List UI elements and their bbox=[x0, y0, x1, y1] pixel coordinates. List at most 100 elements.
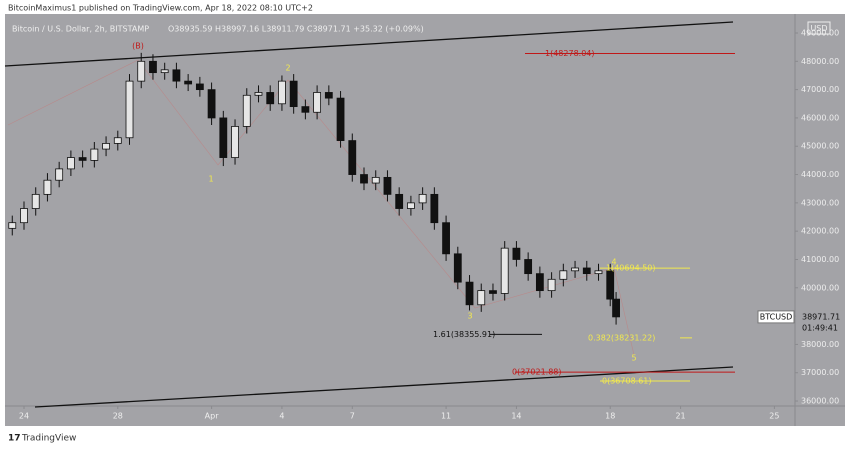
candle-body bbox=[524, 259, 533, 275]
channel-upper bbox=[4, 21, 734, 67]
wave-label: 5 bbox=[631, 354, 636, 363]
wave-label: 3 bbox=[467, 312, 472, 321]
candle-body bbox=[442, 222, 450, 255]
candle-body bbox=[172, 69, 181, 82]
candle-body bbox=[559, 270, 568, 280]
candle-body bbox=[336, 97, 345, 141]
candle-body bbox=[477, 290, 486, 306]
footer-brand: TradingView bbox=[21, 434, 76, 444]
y-tick-label: 45000.00 bbox=[801, 142, 839, 151]
x-tick-label: 14 bbox=[511, 412, 521, 421]
y-tick-label: 46000.00 bbox=[801, 113, 839, 122]
candle-body bbox=[254, 92, 263, 96]
fib-label: 0(37021.88) bbox=[512, 368, 562, 377]
candle-body bbox=[418, 193, 427, 204]
x-tick-label: Apr bbox=[205, 412, 220, 421]
wave-label: 4 bbox=[611, 258, 616, 267]
footer-logo: 17 TradingView bbox=[8, 434, 76, 444]
candle-body bbox=[20, 208, 28, 224]
price-tag-box bbox=[796, 310, 844, 335]
wave-label: (B) bbox=[132, 42, 144, 51]
candle-body bbox=[606, 270, 615, 300]
candle-body bbox=[430, 193, 439, 224]
candle-body bbox=[348, 140, 357, 175]
y-tick-label: 38000.00 bbox=[801, 340, 839, 349]
wave-label: 1 bbox=[208, 175, 213, 184]
x-tick-label: 25 bbox=[769, 412, 779, 421]
x-tick-label: 24 bbox=[19, 412, 29, 421]
candle-body bbox=[301, 106, 310, 113]
candle-body bbox=[137, 60, 146, 82]
fib-label: 1(40694.50) bbox=[606, 264, 656, 273]
candle-body bbox=[289, 80, 298, 108]
y-tick-label: 44000.00 bbox=[801, 170, 839, 179]
y-tick-label: 43000.00 bbox=[801, 198, 839, 207]
wave-label: 2 bbox=[285, 64, 290, 73]
candle-body bbox=[78, 157, 87, 161]
candle-body bbox=[55, 168, 64, 181]
candle-body bbox=[195, 83, 204, 91]
symbol-tag-box bbox=[757, 310, 795, 324]
candle-body bbox=[242, 94, 251, 127]
candle-body bbox=[535, 273, 544, 292]
candle-body bbox=[266, 92, 275, 105]
countdown: 01:49:41 bbox=[802, 323, 838, 332]
candle-body bbox=[371, 176, 380, 184]
x-tick-label: 4 bbox=[279, 412, 284, 421]
candle-body bbox=[8, 222, 17, 229]
candle-body bbox=[395, 193, 404, 209]
chart-background bbox=[5, 14, 845, 426]
y-tick-label: 36000.00 bbox=[801, 397, 839, 406]
y-tick-label: 48000.00 bbox=[801, 57, 839, 66]
fib-label: 1.61(38355.91) bbox=[433, 330, 495, 339]
symbol-tag: BTCUSD bbox=[760, 312, 793, 321]
candle-body bbox=[207, 89, 216, 119]
fib-label: 0.382(38231.22) bbox=[588, 333, 655, 342]
currency-box bbox=[807, 21, 831, 35]
fib-label: 0(36708.61) bbox=[602, 376, 652, 385]
y-tick-label: 41000.00 bbox=[801, 255, 839, 264]
candle-body bbox=[547, 278, 556, 292]
y-tick-label: 37000.00 bbox=[801, 368, 839, 377]
x-tick-label: 18 bbox=[605, 412, 615, 421]
x-tick-label: 11 bbox=[441, 412, 451, 421]
candle-body bbox=[184, 80, 193, 85]
candle-body bbox=[453, 253, 462, 283]
candle-body bbox=[500, 247, 509, 294]
candle-body bbox=[360, 174, 368, 184]
candle-body bbox=[571, 267, 579, 272]
symbol-info: Bitcoin / U.S. Dollar, 2h, BITSTAMP bbox=[12, 25, 149, 34]
fib-label: 1(48278.04) bbox=[545, 49, 595, 58]
y-tick-label: 40000.00 bbox=[801, 283, 839, 292]
candle-body bbox=[90, 148, 99, 161]
candle-body bbox=[612, 298, 620, 318]
candle-body bbox=[278, 80, 286, 105]
candle-body bbox=[313, 92, 322, 113]
x-tick-label: 21 bbox=[675, 412, 685, 421]
ohlc-info: O38935.59 H38997.16 L38911.79 C38971.71 … bbox=[168, 25, 424, 34]
x-tick-label: 28 bbox=[113, 412, 123, 421]
candle-body bbox=[407, 202, 415, 209]
x-tick-label: 7 bbox=[350, 412, 355, 421]
y-tick-label: 47000.00 bbox=[801, 85, 839, 94]
candle-body bbox=[324, 92, 333, 99]
currency-label: USD bbox=[810, 24, 827, 33]
price-tag: 38971.71 bbox=[802, 312, 840, 321]
candle-body bbox=[102, 143, 110, 150]
candle-body bbox=[465, 281, 474, 306]
candle-body bbox=[43, 179, 52, 195]
publisher-line: BitcoinMaximus1 published on TradingView… bbox=[8, 4, 313, 13]
candle-body bbox=[594, 270, 603, 275]
y-tick-label: 49000.00 bbox=[801, 29, 839, 38]
candle-body bbox=[160, 69, 169, 74]
y-tick-label: 42000.00 bbox=[801, 227, 839, 236]
candle-body bbox=[219, 117, 228, 158]
candle-body bbox=[125, 80, 134, 139]
svg-text:17: 17 bbox=[8, 434, 21, 444]
candle-body bbox=[512, 247, 521, 260]
candle-body bbox=[31, 193, 40, 209]
candle-body bbox=[66, 157, 75, 170]
candle-body bbox=[383, 176, 392, 195]
